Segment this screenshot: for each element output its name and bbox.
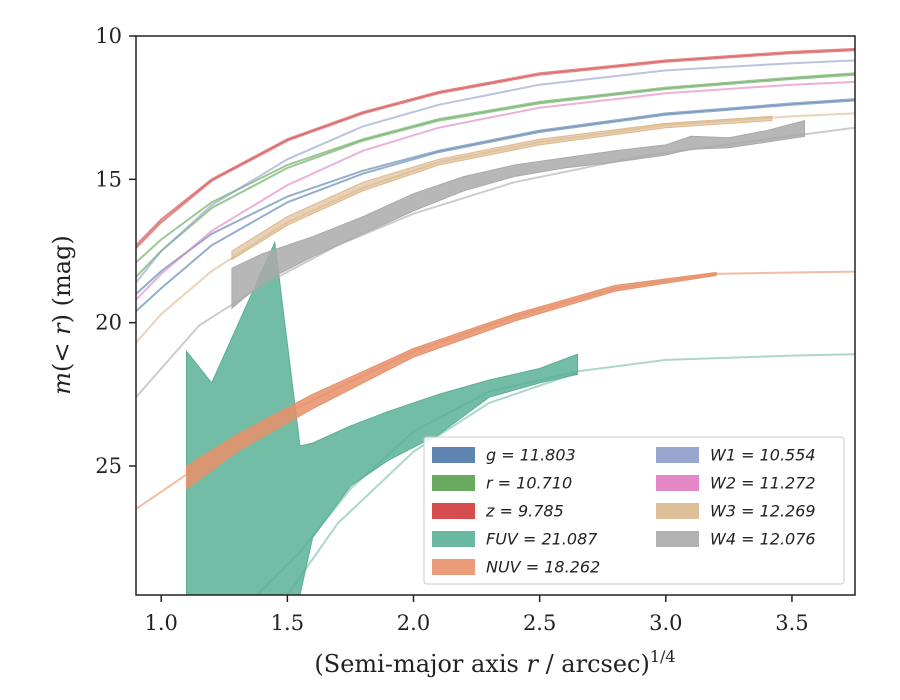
band-w4 bbox=[231, 119, 805, 310]
curve-r-a bbox=[136, 72, 855, 264]
legend-swatch-r bbox=[432, 475, 475, 491]
legend-label-fuv: FUV = 21.087 bbox=[486, 530, 598, 549]
legend-swatch-g bbox=[432, 447, 475, 463]
legend-swatch-w1 bbox=[656, 447, 699, 463]
curve-nuv-a bbox=[136, 270, 855, 510]
legend-label-nuv: NUV = 18.262 bbox=[486, 558, 600, 577]
uncertainty-bands bbox=[186, 115, 805, 595]
legend-label-w4: W4 = 12.076 bbox=[710, 530, 816, 549]
legend-swatch-z bbox=[432, 503, 475, 519]
x-axis-label: (Semi-major axis r / arcsec)1/4 bbox=[314, 647, 675, 678]
curve-w4-a bbox=[136, 126, 855, 398]
curve-fuv-a bbox=[256, 353, 855, 595]
legend-label-r: r = 10.710 bbox=[486, 474, 572, 493]
plot-area bbox=[136, 47, 855, 595]
curve-r-b bbox=[136, 73, 855, 278]
legend-label-w3: W3 = 12.269 bbox=[710, 502, 816, 521]
x-tick-label: 2.0 bbox=[397, 611, 430, 635]
legend-label-z: z = 9.785 bbox=[485, 502, 564, 521]
y-axis-ticks: 10 15 20 25 bbox=[95, 24, 136, 478]
y-axis-label: m(< r) (mag) bbox=[48, 235, 76, 395]
curve-w1-a bbox=[136, 59, 855, 284]
curve-z-a bbox=[136, 47, 855, 246]
y-tick-label: 25 bbox=[95, 454, 122, 478]
x-tick-label: 1.0 bbox=[145, 611, 178, 635]
legend-swatch-w4 bbox=[656, 531, 699, 547]
legend-swatch-nuv bbox=[432, 559, 475, 575]
legend-label-g: g = 11.803 bbox=[486, 446, 576, 465]
legend-box bbox=[423, 436, 845, 585]
y-tick-label: 10 bbox=[95, 24, 122, 48]
x-tick-label: 1.5 bbox=[271, 611, 304, 635]
curve-fuv-b bbox=[286, 371, 578, 595]
x-tick-label: 3.0 bbox=[649, 611, 682, 635]
plot-frame bbox=[135, 35, 856, 596]
curve-g-b bbox=[136, 99, 855, 312]
x-tick-label: 3.5 bbox=[775, 611, 808, 635]
y-tick-label: 20 bbox=[95, 311, 122, 335]
curve-z-b bbox=[136, 49, 855, 249]
legend-label-w2: W2 = 11.272 bbox=[710, 474, 816, 493]
growth-curves bbox=[136, 47, 855, 595]
curve-w2-a bbox=[136, 80, 855, 301]
legend-swatch-fuv bbox=[432, 531, 475, 547]
x-axis-ticks: 1.0 1.5 2.0 2.5 3.0 3.5 bbox=[145, 595, 809, 635]
legend-swatch-w2 bbox=[656, 475, 699, 491]
legend-swatch-w3 bbox=[656, 503, 699, 519]
y-tick-label: 15 bbox=[95, 167, 122, 191]
band-nuv bbox=[186, 271, 717, 490]
band-fuv bbox=[186, 240, 578, 595]
legend: g = 11.803 r = 10.710 z = 9.785 FUV = 21.08… bbox=[423, 436, 845, 585]
x-tick-label: 2.5 bbox=[523, 611, 556, 635]
curve-w3-a bbox=[136, 112, 855, 344]
band-w3 bbox=[231, 115, 773, 261]
legend-label-w1: W1 = 10.554 bbox=[710, 446, 816, 465]
